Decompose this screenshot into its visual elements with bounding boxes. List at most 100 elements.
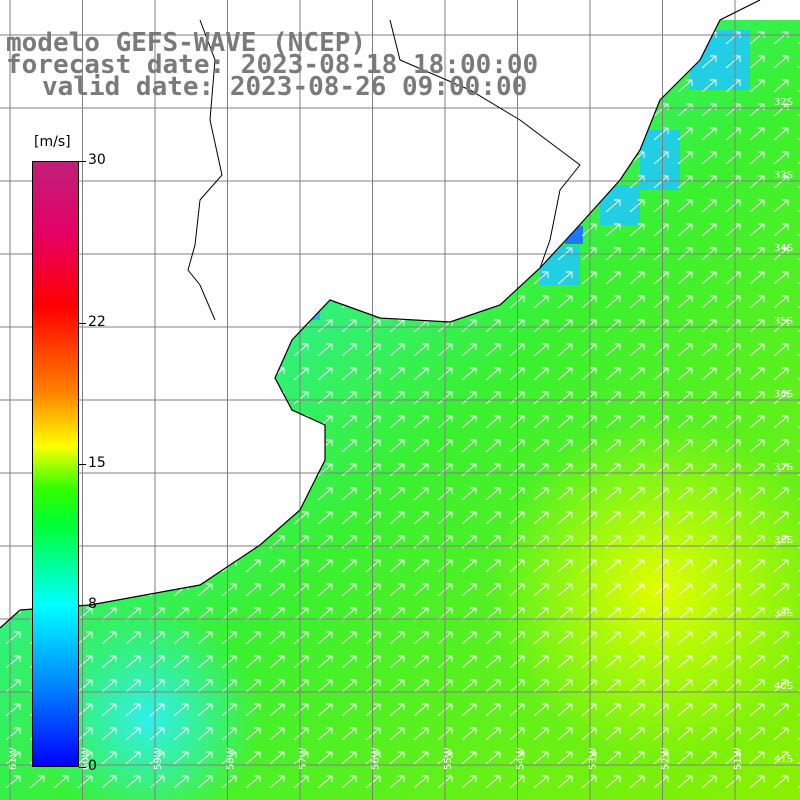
wind-arrow (557, 583, 573, 597)
wind-arrow (749, 775, 765, 789)
wind-arrow (629, 583, 645, 597)
wind-arrow (773, 127, 789, 141)
wind-arrow (581, 775, 597, 789)
colorbar-tick (79, 767, 86, 768)
wind-arrow (533, 463, 549, 477)
wind-arrow (581, 439, 597, 453)
wind-arrow (629, 223, 645, 237)
wind-arrow (701, 295, 717, 309)
wind-arrow (581, 511, 597, 525)
wind-arrow (677, 511, 693, 525)
wind-arrow (749, 223, 765, 237)
wind-arrow (749, 679, 765, 693)
wind-arrow (293, 511, 309, 525)
wind-arrow (413, 655, 429, 669)
wind-arrow (389, 367, 405, 381)
wind-arrow (701, 55, 717, 69)
wind-arrow (701, 127, 717, 141)
wind-arrow (701, 415, 717, 429)
wind-arrow (557, 367, 573, 381)
longitude-label: 51W (733, 747, 744, 770)
wind-arrow (485, 343, 501, 357)
wind-arrow (221, 751, 237, 765)
wind-arrow (5, 727, 21, 741)
wind-arrow (149, 631, 165, 645)
latitude-label: 38S (774, 535, 793, 546)
wind-arrow (125, 655, 141, 669)
wind-arrow (461, 559, 477, 573)
wind-arrow (605, 703, 621, 717)
colorbar-tick-label: 22 (88, 313, 106, 330)
wind-arrow (461, 319, 477, 333)
wind-arrow (749, 727, 765, 741)
wind-arrow (269, 703, 285, 717)
wind-arrow (605, 367, 621, 381)
wind-arrow (629, 679, 645, 693)
wind-arrow (413, 775, 429, 789)
wind-arrow (389, 463, 405, 477)
wind-arrow (461, 775, 477, 789)
wind-arrow (677, 295, 693, 309)
wind-arrow (773, 271, 789, 285)
wind-arrow (341, 415, 357, 429)
wind-arrow (461, 487, 477, 501)
wind-arrow (461, 511, 477, 525)
wind-arrow (749, 271, 765, 285)
wind-arrow (485, 679, 501, 693)
wind-arrow (221, 583, 237, 597)
wind-arrow (101, 727, 117, 741)
longitude-label: 53W (588, 747, 599, 770)
wind-arrow (701, 751, 717, 765)
wind-arrow (773, 679, 789, 693)
wind-arrow (293, 775, 309, 789)
wind-arrow (389, 607, 405, 621)
wind-arrow (533, 415, 549, 429)
wind-arrow (749, 607, 765, 621)
wind-arrow (749, 559, 765, 573)
wind-arrow (293, 655, 309, 669)
wind-arrow (533, 559, 549, 573)
wind-arrow (101, 751, 117, 765)
wind-arrow (317, 679, 333, 693)
wind-arrow (461, 703, 477, 717)
wind-arrow (749, 199, 765, 213)
wind-arrow (701, 583, 717, 597)
wind-arrow (389, 511, 405, 525)
wind-arrow (701, 727, 717, 741)
wind-arrow (557, 463, 573, 477)
wind-arrow (77, 775, 93, 789)
wind-arrow (101, 775, 117, 789)
wind-arrow (413, 751, 429, 765)
latitude-label: 34S (774, 243, 793, 254)
wind-arrow (629, 487, 645, 501)
wind-arrow (605, 751, 621, 765)
wind-arrow (677, 679, 693, 693)
wind-arrow (677, 415, 693, 429)
wind-arrow (389, 727, 405, 741)
wind-arrow (677, 199, 693, 213)
wind-arrow (245, 631, 261, 645)
wind-arrow (677, 703, 693, 717)
wind-arrow (749, 295, 765, 309)
latitude-label: 40S (774, 681, 793, 692)
wind-arrow (581, 559, 597, 573)
wind-arrow (677, 343, 693, 357)
wind-arrow (101, 679, 117, 693)
wind-arrow (701, 679, 717, 693)
wind-arrow (125, 751, 141, 765)
longitude-label: 52W (661, 747, 672, 770)
wind-arrow (605, 727, 621, 741)
colorbar-tick (79, 605, 86, 607)
wind-arrow (461, 343, 477, 357)
wind-arrow (605, 631, 621, 645)
wind-arrow (389, 631, 405, 645)
wind-arrow (5, 679, 21, 693)
wind-arrow (245, 559, 261, 573)
wind-arrow (557, 703, 573, 717)
wind-arrow (677, 559, 693, 573)
wind-arrow (317, 631, 333, 645)
wind-arrow (581, 655, 597, 669)
wind-arrow (557, 391, 573, 405)
wind-arrow (317, 391, 333, 405)
